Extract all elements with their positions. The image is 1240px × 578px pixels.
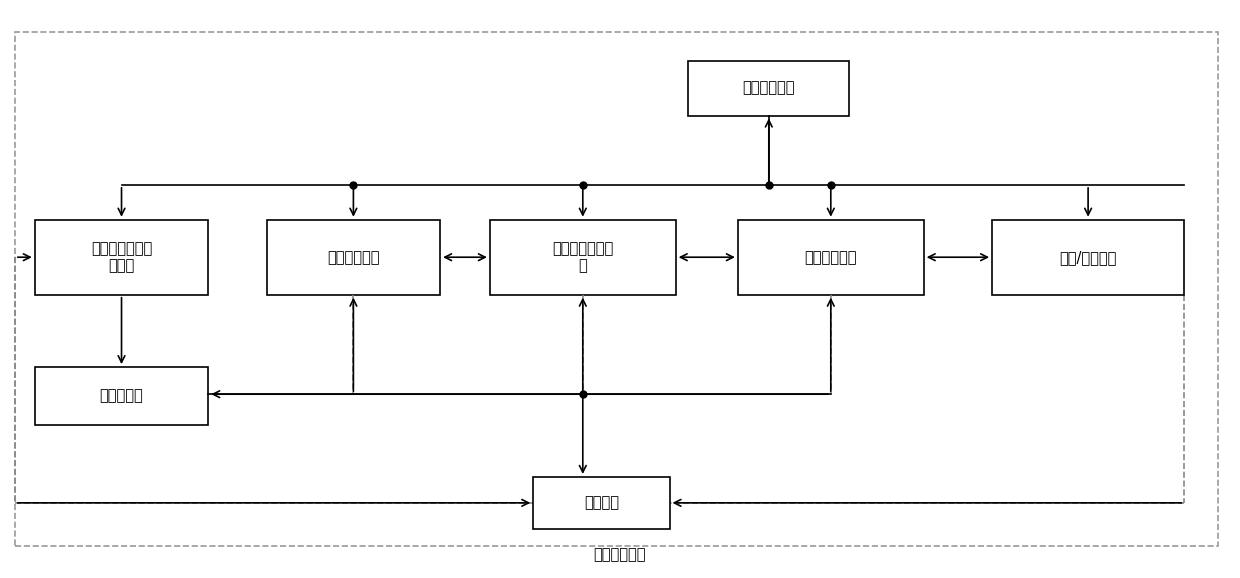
FancyBboxPatch shape (738, 220, 924, 295)
Text: 院内急诊分诊模
块: 院内急诊分诊模 块 (552, 241, 614, 273)
Text: 卒中救治平台: 卒中救治平台 (594, 547, 646, 562)
FancyBboxPatch shape (688, 61, 849, 116)
Point (759, 180, 779, 190)
Text: 转诊/会诊模块: 转诊/会诊模块 (1059, 250, 1117, 265)
Point (821, 180, 841, 190)
FancyBboxPatch shape (533, 477, 670, 529)
Text: 用户管理模块: 用户管理模块 (743, 81, 795, 95)
FancyBboxPatch shape (35, 367, 208, 425)
FancyBboxPatch shape (35, 220, 208, 295)
FancyBboxPatch shape (992, 220, 1184, 295)
Text: 质控模块: 质控模块 (584, 495, 619, 510)
Point (573, 390, 593, 399)
FancyBboxPatch shape (490, 220, 676, 295)
Point (343, 180, 363, 190)
Text: 卒中高危人群管
理模块: 卒中高危人群管 理模块 (91, 241, 153, 273)
FancyBboxPatch shape (267, 220, 440, 295)
Point (573, 180, 593, 190)
Text: 卒中数据库: 卒中数据库 (99, 388, 144, 403)
Text: 绿色通道模块: 绿色通道模块 (805, 250, 857, 265)
Text: 院前急救模块: 院前急救模块 (327, 250, 379, 265)
